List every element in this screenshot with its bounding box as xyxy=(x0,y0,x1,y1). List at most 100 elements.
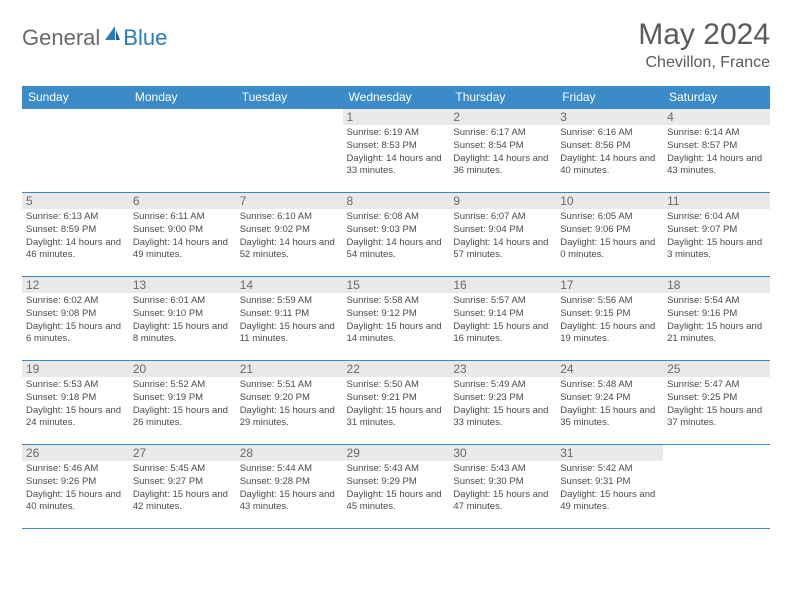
calendar-cell: 27 Sunrise: 5:45 AMSunset: 9:27 PMDayligh… xyxy=(129,445,236,529)
day-number: 5 xyxy=(22,193,129,209)
logo-text-general: General xyxy=(22,25,100,51)
day-info: Sunrise: 5:51 AMSunset: 9:20 PMDaylight:… xyxy=(240,379,339,430)
calendar-cell: 30Sunrise: 5:43 AMSunset: 9:30 PMDayligh… xyxy=(449,445,556,529)
logo-sail-icon xyxy=(103,24,121,42)
calendar-cell: 10 Sunrise: 6:05 AMSunset: 9:06 PMDayligh… xyxy=(556,193,663,277)
day-info: Sunrise: 5:43 AMSunset: 9:29 PMDaylight:… xyxy=(347,463,446,514)
calendar-cell: 7Sunrise: 6:10 AMSunset: 9:02 PMDaylight… xyxy=(236,193,343,277)
calendar-cell: 4 Sunrise: 6:14 AMSunset: 8:57 PMDaylight… xyxy=(663,109,770,193)
calendar-cell xyxy=(663,445,770,529)
calendar-row: 5 Sunrise: 6:13 AMSunset: 8:59 PMDaylight… xyxy=(22,193,770,277)
day-info: Sunrise: 5:52 AMSunset: 9:19 PMDaylight:… xyxy=(133,379,232,430)
day-number: 1 xyxy=(343,109,450,125)
calendar-cell: 12 Sunrise: 6:02 AMSunset: 9:08 PMDayligh… xyxy=(22,277,129,361)
calendar-cell: 28 Sunrise: 5:44 AMSunset: 9:28 PMDayligh… xyxy=(236,445,343,529)
day-info: Sunrise: 5:57 AMSunset: 9:14 PMDaylight:… xyxy=(453,295,552,346)
calendar-cell: 13 Sunrise: 6:01 AMSunset: 9:10 PMDayligh… xyxy=(129,277,236,361)
day-number: 12 xyxy=(22,277,129,293)
calendar-cell: 9 Sunrise: 6:07 AMSunset: 9:04 PMDaylight… xyxy=(449,193,556,277)
calendar-cell: 5 Sunrise: 6:13 AMSunset: 8:59 PMDaylight… xyxy=(22,193,129,277)
day-info: Sunrise: 6:16 AMSunset: 8:56 PMDaylight:… xyxy=(560,127,659,178)
day-number: 25 xyxy=(663,361,770,377)
day-number: 15 xyxy=(343,277,450,293)
day-info: Sunrise: 5:46 AMSunset: 9:26 PMDaylight:… xyxy=(26,463,125,514)
calendar-cell: 18 Sunrise: 5:54 AMSunset: 9:16 PMDayligh… xyxy=(663,277,770,361)
day-number: 26 xyxy=(22,445,129,461)
day-info: Sunrise: 6:05 AMSunset: 9:06 PMDaylight:… xyxy=(560,211,659,262)
calendar-cell: 25 Sunrise: 5:47 AMSunset: 9:25 PMDayligh… xyxy=(663,361,770,445)
calendar-cell: 19 Sunrise: 5:53 AMSunset: 9:18 PMDayligh… xyxy=(22,361,129,445)
day-number: 2 xyxy=(449,109,556,125)
weekday-header: Monday xyxy=(129,86,236,109)
day-info: Sunrise: 5:48 AMSunset: 9:24 PMDaylight:… xyxy=(560,379,659,430)
page-title: May 2024 xyxy=(638,18,770,52)
day-info: Sunrise: 5:50 AMSunset: 9:21 PMDaylight:… xyxy=(347,379,446,430)
calendar-row: 1 Sunrise: 6:19 AMSunset: 8:53 PMDaylight… xyxy=(22,109,770,193)
calendar-cell: 21Sunrise: 5:51 AMSunset: 9:20 PMDayligh… xyxy=(236,361,343,445)
calendar-body: 1 Sunrise: 6:19 AMSunset: 8:53 PMDaylight… xyxy=(22,109,770,529)
day-number: 10 xyxy=(556,193,663,209)
day-number: 8 xyxy=(343,193,450,209)
calendar-cell xyxy=(236,109,343,193)
calendar-cell: 22 Sunrise: 5:50 AMSunset: 9:21 PMDayligh… xyxy=(343,361,450,445)
calendar-cell xyxy=(22,109,129,193)
calendar-cell: 6 Sunrise: 6:11 AMSunset: 9:00 PMDaylight… xyxy=(129,193,236,277)
day-info: Sunrise: 5:42 AMSunset: 9:31 PMDaylight:… xyxy=(560,463,659,514)
calendar-cell xyxy=(129,109,236,193)
calendar-cell: 26 Sunrise: 5:46 AMSunset: 9:26 PMDayligh… xyxy=(22,445,129,529)
day-info: Sunrise: 6:07 AMSunset: 9:04 PMDaylight:… xyxy=(453,211,552,262)
day-number: 23 xyxy=(449,361,556,377)
title-block: May 2024 Chevillon, France xyxy=(638,18,770,72)
day-number: 20 xyxy=(129,361,236,377)
day-number: 28 xyxy=(236,445,343,461)
day-info: Sunrise: 6:14 AMSunset: 8:57 PMDaylight:… xyxy=(667,127,766,178)
day-info: Sunrise: 6:17 AMSunset: 8:54 PMDaylight:… xyxy=(453,127,552,178)
calendar-cell: 15Sunrise: 5:58 AMSunset: 9:12 PMDayligh… xyxy=(343,277,450,361)
day-number: 22 xyxy=(343,361,450,377)
day-info: Sunrise: 5:44 AMSunset: 9:28 PMDaylight:… xyxy=(240,463,339,514)
calendar-row: 19 Sunrise: 5:53 AMSunset: 9:18 PMDayligh… xyxy=(22,361,770,445)
location-label: Chevillon, France xyxy=(638,54,770,72)
day-number: 18 xyxy=(663,277,770,293)
day-number: 27 xyxy=(129,445,236,461)
day-number: 17 xyxy=(556,277,663,293)
calendar-cell: 29 Sunrise: 5:43 AMSunset: 9:29 PMDayligh… xyxy=(343,445,450,529)
day-info: Sunrise: 6:19 AMSunset: 8:53 PMDaylight:… xyxy=(347,127,446,178)
day-info: Sunrise: 6:11 AMSunset: 9:00 PMDaylight:… xyxy=(133,211,232,262)
day-number: 13 xyxy=(129,277,236,293)
day-info: Sunrise: 5:56 AMSunset: 9:15 PMDaylight:… xyxy=(560,295,659,346)
day-number: 29 xyxy=(343,445,450,461)
calendar-cell: 14Sunrise: 5:59 AMSunset: 9:11 PMDayligh… xyxy=(236,277,343,361)
day-info: Sunrise: 5:43 AMSunset: 9:30 PMDaylight:… xyxy=(453,463,552,514)
day-number: 19 xyxy=(22,361,129,377)
day-number: 6 xyxy=(129,193,236,209)
calendar-table: SundayMondayTuesdayWednesdayThursdayFrid… xyxy=(22,86,770,529)
day-number: 16 xyxy=(449,277,556,293)
day-number: 4 xyxy=(663,109,770,125)
weekday-header: Thursday xyxy=(449,86,556,109)
day-number: 11 xyxy=(663,193,770,209)
day-info: Sunrise: 5:45 AMSunset: 9:27 PMDaylight:… xyxy=(133,463,232,514)
day-info: Sunrise: 5:49 AMSunset: 9:23 PMDaylight:… xyxy=(453,379,552,430)
day-info: Sunrise: 5:53 AMSunset: 9:18 PMDaylight:… xyxy=(26,379,125,430)
weekday-header-row: SundayMondayTuesdayWednesdayThursdayFrid… xyxy=(22,86,770,109)
day-number: 24 xyxy=(556,361,663,377)
calendar-cell: 2 Sunrise: 6:17 AMSunset: 8:54 PMDaylight… xyxy=(449,109,556,193)
day-info: Sunrise: 6:13 AMSunset: 8:59 PMDaylight:… xyxy=(26,211,125,262)
day-number: 9 xyxy=(449,193,556,209)
day-info: Sunrise: 6:02 AMSunset: 9:08 PMDaylight:… xyxy=(26,295,125,346)
calendar-cell: 31 Sunrise: 5:42 AMSunset: 9:31 PMDayligh… xyxy=(556,445,663,529)
day-info: Sunrise: 6:08 AMSunset: 9:03 PMDaylight:… xyxy=(347,211,446,262)
weekday-header: Wednesday xyxy=(343,86,450,109)
calendar-cell: 17 Sunrise: 5:56 AMSunset: 9:15 PMDayligh… xyxy=(556,277,663,361)
calendar-cell: 16 Sunrise: 5:57 AMSunset: 9:14 PMDayligh… xyxy=(449,277,556,361)
calendar-cell: 23 Sunrise: 5:49 AMSunset: 9:23 PMDayligh… xyxy=(449,361,556,445)
weekday-header: Saturday xyxy=(663,86,770,109)
day-number: 31 xyxy=(556,445,663,461)
header: General Blue May 2024 Chevillon, France xyxy=(22,18,770,72)
logo-text-blue: Blue xyxy=(123,25,167,51)
day-info: Sunrise: 6:01 AMSunset: 9:10 PMDaylight:… xyxy=(133,295,232,346)
day-info: Sunrise: 5:54 AMSunset: 9:16 PMDaylight:… xyxy=(667,295,766,346)
day-info: Sunrise: 5:47 AMSunset: 9:25 PMDaylight:… xyxy=(667,379,766,430)
day-info: Sunrise: 6:04 AMSunset: 9:07 PMDaylight:… xyxy=(667,211,766,262)
